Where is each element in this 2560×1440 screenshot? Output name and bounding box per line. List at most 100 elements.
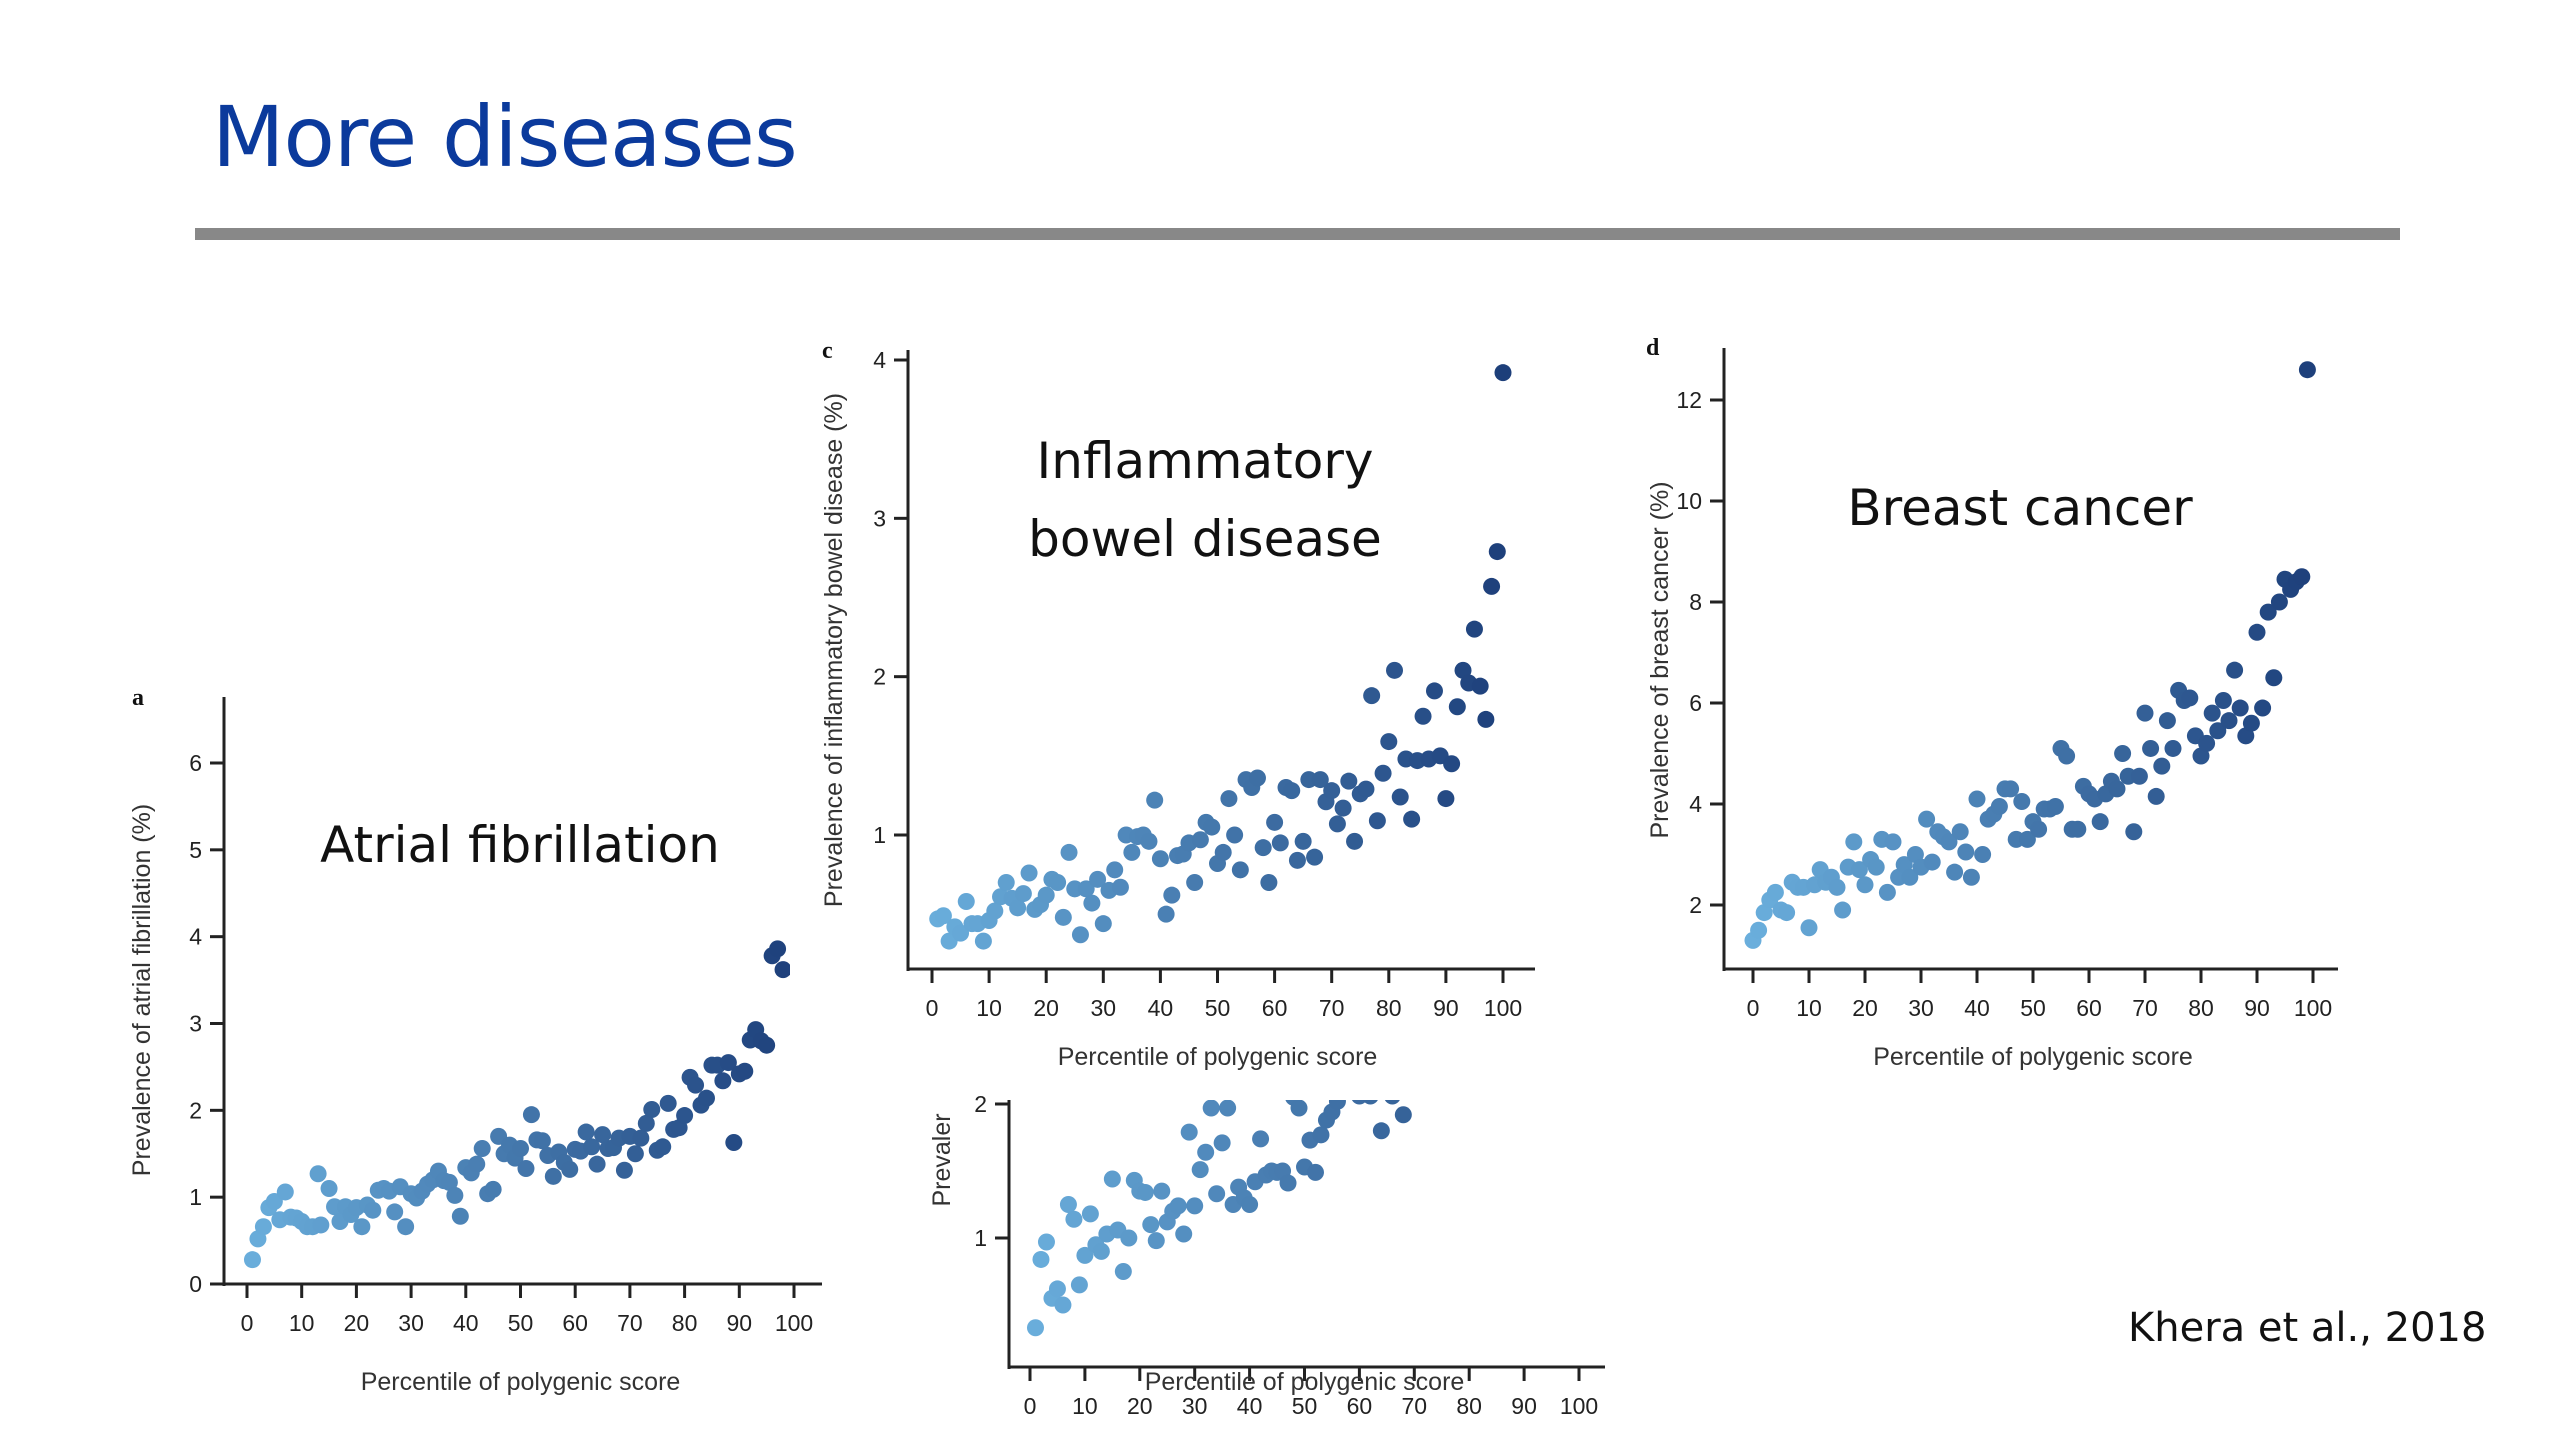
data-point — [934, 907, 952, 925]
data-point — [1306, 848, 1324, 866]
data-point — [2198, 734, 2216, 752]
data-point — [1070, 1276, 1088, 1294]
data-point — [1059, 1196, 1077, 1213]
data-point — [1151, 850, 1169, 868]
data-point — [637, 1114, 655, 1132]
x-tick-label: 30 — [1182, 1393, 1208, 1419]
data-point — [1065, 1210, 1083, 1228]
data-point — [1136, 1183, 1154, 1201]
data-point — [659, 1094, 677, 1112]
data-point — [1123, 843, 1141, 861]
data-point — [1208, 1185, 1226, 1203]
data-point — [1020, 864, 1038, 882]
data-point — [1380, 733, 1398, 751]
data-point — [583, 1138, 601, 1156]
x-tick-label: 80 — [2188, 995, 2214, 1021]
data-point — [1081, 1205, 1099, 1223]
data-point — [440, 1173, 458, 1191]
y-tick-label: 1 — [189, 1184, 202, 1210]
data-point — [2136, 704, 2154, 722]
data-point — [974, 932, 992, 950]
data-point — [2242, 714, 2260, 732]
x-axis-title: Percentile of polygenic score — [1058, 1043, 1378, 1071]
x-tick-label: 20 — [1127, 1393, 1153, 1419]
data-point — [517, 1160, 535, 1178]
x-tick-label: 90 — [1433, 995, 1459, 1021]
data-point — [2248, 623, 2266, 641]
x-tick-label: 60 — [2076, 995, 2102, 1021]
data-point — [1054, 1296, 1072, 1314]
chart-overlay-label: Breast cancer — [1847, 479, 2193, 537]
y-tick-label: 4 — [189, 924, 202, 950]
data-point — [2254, 699, 2272, 717]
x-tick-label: 60 — [1262, 995, 1288, 1021]
chart-overlay-label: bowel disease — [1028, 510, 1382, 568]
data-point — [1290, 1100, 1308, 1117]
x-axis-title: Percentile of polygenic score — [1145, 1368, 1465, 1396]
x-tick-label: 30 — [1091, 995, 1117, 1021]
x-tick-label: 10 — [1796, 995, 1822, 1021]
data-point — [1465, 620, 1483, 638]
x-tick-label: 40 — [1964, 995, 1990, 1021]
data-point — [484, 1180, 502, 1198]
data-point — [1454, 661, 1472, 679]
data-point — [725, 1133, 743, 1151]
data-point — [2142, 739, 2160, 757]
data-point — [1968, 790, 1986, 808]
data-point — [2002, 780, 2020, 798]
data-point — [1037, 1233, 1055, 1251]
data-point — [544, 1167, 562, 1185]
data-point — [1828, 878, 1846, 896]
data-point — [1106, 861, 1124, 879]
data-point — [1328, 1100, 1346, 1110]
data-point — [1962, 868, 1980, 886]
panel-letter: d — [1646, 335, 1660, 361]
data-points — [243, 940, 790, 1269]
data-point — [1974, 846, 1992, 863]
title-divider — [195, 228, 2400, 240]
data-point — [1076, 1246, 1094, 1264]
data-point — [1923, 853, 1941, 871]
data-point — [2130, 767, 2148, 785]
data-point — [533, 1132, 551, 1150]
data-point — [1494, 364, 1512, 382]
data-point — [1241, 1196, 1259, 1213]
data-point — [1191, 831, 1209, 849]
data-point — [1414, 707, 1432, 725]
data-point — [1071, 926, 1089, 944]
data-point — [1363, 687, 1381, 705]
data-point — [2259, 603, 2277, 621]
data-point — [1362, 1100, 1378, 1105]
data-point — [1120, 1229, 1138, 1247]
y-axis-title: Prevalence of inflammatory bowel disease… — [820, 393, 848, 907]
x-tick-label: 90 — [1511, 1393, 1537, 1419]
data-point — [2091, 813, 2109, 831]
data-point — [632, 1129, 650, 1147]
data-point — [626, 1145, 644, 1163]
data-point — [1014, 885, 1032, 903]
data-point — [353, 1218, 371, 1236]
data-point — [451, 1207, 469, 1225]
data-point — [1248, 769, 1266, 787]
x-tick-label: 50 — [2020, 995, 2046, 1021]
x-tick-label: 0 — [1024, 1393, 1037, 1419]
y-tick-label: 10 — [1676, 488, 1702, 514]
data-point — [473, 1140, 491, 1158]
data-point — [1946, 863, 1964, 881]
data-point — [1940, 833, 1958, 851]
data-point — [320, 1179, 338, 1197]
data-point — [309, 1165, 327, 1183]
y-tick-label: 1 — [974, 1225, 987, 1251]
x-tick-label: 10 — [289, 1310, 315, 1336]
y-tick-label: 8 — [1689, 589, 1702, 615]
data-point — [1957, 843, 1975, 861]
data-point — [1186, 1197, 1204, 1215]
data-point — [1048, 1280, 1066, 1298]
chart-panel-partial: 0 10 20 30 40 50 60 70 80 90 100 1 2 Percentile of po… — [928, 1091, 1605, 1419]
data-point — [1340, 772, 1358, 790]
data-point — [2209, 722, 2227, 740]
data-point — [588, 1155, 606, 1173]
data-point — [1443, 755, 1461, 773]
data-point — [1884, 833, 1902, 851]
